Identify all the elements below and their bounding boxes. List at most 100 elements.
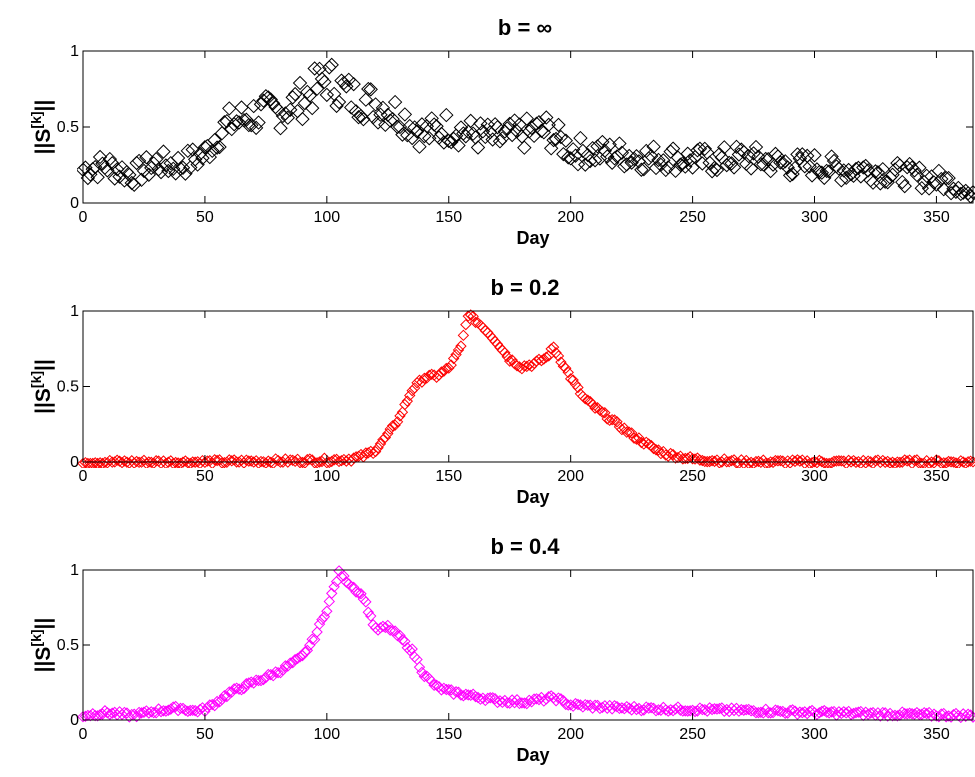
data-point [638, 438, 650, 450]
data-point [906, 708, 918, 720]
chart-title: b = 0.4 [490, 534, 560, 559]
y-tick-label: 0 [70, 454, 79, 471]
data-point [108, 456, 121, 468]
data-point [560, 362, 572, 374]
data-point [423, 369, 435, 382]
data-point [192, 146, 208, 161]
data-point [270, 102, 286, 118]
data-point [879, 707, 891, 719]
data-point [586, 398, 599, 411]
data-point [760, 703, 772, 715]
data-point [286, 454, 299, 467]
data-point [856, 160, 871, 175]
data-point [205, 143, 220, 159]
data-point [116, 456, 128, 468]
data-point [246, 98, 261, 114]
data-point [425, 368, 438, 381]
data-point [704, 164, 720, 179]
data-point [850, 707, 862, 719]
data-point [368, 97, 383, 112]
data-point [667, 448, 679, 461]
data-point [750, 706, 762, 719]
data-point [484, 692, 496, 704]
data-point [314, 71, 330, 87]
data-point [160, 705, 172, 717]
data-point [296, 456, 309, 468]
data-point [560, 698, 572, 711]
y-tick-label: 0.5 [57, 119, 79, 136]
x-tick-label: 100 [313, 209, 340, 226]
data-point [713, 702, 726, 715]
data-point [860, 457, 872, 468]
y-tick-label: 1 [70, 562, 79, 579]
data-point [721, 456, 733, 468]
data-point [208, 699, 221, 712]
data-point [712, 147, 727, 162]
data-point [612, 136, 627, 151]
data-point [916, 708, 928, 721]
data-point [635, 436, 648, 449]
data-point [501, 351, 513, 363]
data-point [384, 624, 396, 636]
data-point [207, 132, 222, 148]
data-point [767, 456, 779, 468]
data-point [543, 691, 555, 703]
data-point [709, 162, 725, 178]
data-point [772, 455, 784, 467]
data-point [585, 140, 600, 156]
data-point [139, 150, 154, 165]
data-point [233, 456, 245, 468]
data-point [621, 148, 637, 164]
data-point [824, 149, 839, 164]
data-point [928, 457, 940, 468]
data-point [245, 676, 257, 688]
data-point [347, 452, 360, 464]
data-point [756, 157, 771, 172]
data-point [165, 703, 177, 715]
data-point [834, 173, 849, 188]
data-point [411, 377, 423, 389]
data-point [562, 366, 574, 379]
data-point [790, 147, 805, 162]
y-tick-label: 0.5 [57, 379, 79, 396]
data-point [838, 170, 854, 186]
data-point [738, 704, 750, 716]
data-point [642, 702, 655, 714]
data-point [656, 153, 671, 168]
data-point [625, 704, 638, 716]
data-point [573, 130, 588, 146]
data-point [363, 82, 378, 97]
data-point [692, 141, 708, 156]
data-point [465, 126, 481, 141]
data-point [379, 621, 392, 634]
data-point [331, 94, 347, 110]
data-point [257, 456, 270, 468]
data-point [875, 161, 890, 177]
data-point [133, 456, 145, 468]
data-point [519, 111, 534, 126]
data-point [675, 156, 691, 171]
data-point [791, 454, 804, 466]
y-axis-label-main: ||S [32, 129, 55, 155]
data-point [959, 710, 972, 722]
data-point [155, 705, 167, 718]
data-point [578, 157, 593, 172]
data-point [897, 178, 912, 194]
data-point [640, 701, 652, 713]
data-point [389, 419, 401, 431]
data-point [597, 143, 613, 158]
data-point [529, 116, 544, 131]
data-point [929, 177, 944, 192]
data-point [628, 432, 640, 444]
data-point [387, 94, 403, 110]
data-point [455, 340, 467, 352]
data-point [490, 120, 505, 135]
data-point [811, 708, 823, 721]
data-point [190, 157, 205, 172]
data-point [107, 171, 122, 186]
data-point [409, 124, 425, 139]
data-point [233, 683, 245, 695]
data-point [570, 157, 586, 172]
data-point [785, 166, 800, 182]
data-point [890, 155, 905, 171]
